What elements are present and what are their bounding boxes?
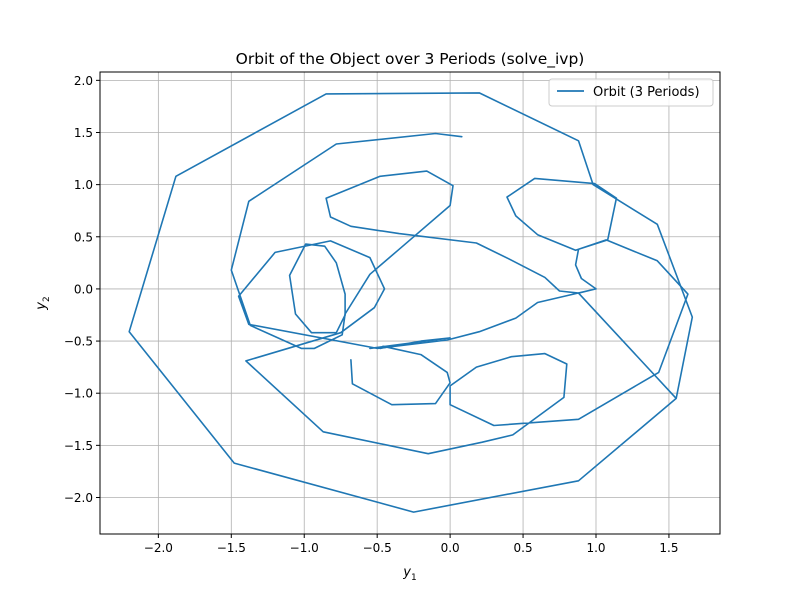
x-tick-label: 1.0 bbox=[586, 541, 605, 555]
grid-lines bbox=[100, 72, 720, 534]
x-tick-label: 0.5 bbox=[514, 541, 533, 555]
x-tick-label: −0.5 bbox=[363, 541, 392, 555]
axis-ticks: −2.0 −1.5 −1.0 −0.5 0.0 0.5 1.0 1.5 −2.0 −1.5 −1.0… bbox=[64, 74, 679, 555]
y-tick-label: 1.5 bbox=[74, 126, 93, 140]
y-axis-label: y2 bbox=[34, 296, 52, 310]
orbit-lines bbox=[128, 92, 694, 513]
y-tick-label: 0.0 bbox=[74, 282, 93, 296]
legend-box bbox=[548, 78, 714, 107]
x-axis-label: y1 bbox=[402, 565, 416, 583]
x-tick-label: −1.0 bbox=[290, 541, 319, 555]
orbit-series-line bbox=[350, 345, 451, 406]
axes-frame bbox=[99, 71, 721, 535]
legend-label: Orbit (3 Periods) bbox=[593, 85, 700, 100]
y-tick-label: 2.0 bbox=[74, 74, 93, 88]
x-tick-label: 0.0 bbox=[441, 541, 460, 555]
x-tick-label: 1.5 bbox=[659, 541, 678, 555]
y-tick-label: −0.5 bbox=[64, 335, 93, 349]
y-tick-label: 1.0 bbox=[74, 178, 93, 192]
y-tick-label: −2.0 bbox=[64, 491, 93, 505]
y-tick-label: −1.0 bbox=[64, 387, 93, 401]
y-tick-label: 0.5 bbox=[74, 230, 93, 244]
chart-title: Orbit of the Object over 3 Periods (solv… bbox=[236, 50, 585, 69]
orbit-series-line bbox=[288, 243, 346, 334]
y-tick-label: −1.5 bbox=[64, 439, 93, 453]
orbit-series-line bbox=[230, 132, 689, 455]
x-tick-label: −2.0 bbox=[144, 541, 173, 555]
x-tick-label: −1.5 bbox=[217, 541, 246, 555]
legend: Orbit (3 Periods) bbox=[548, 78, 714, 107]
orbit-series-line bbox=[128, 92, 694, 513]
orbit-series-line bbox=[369, 337, 451, 350]
